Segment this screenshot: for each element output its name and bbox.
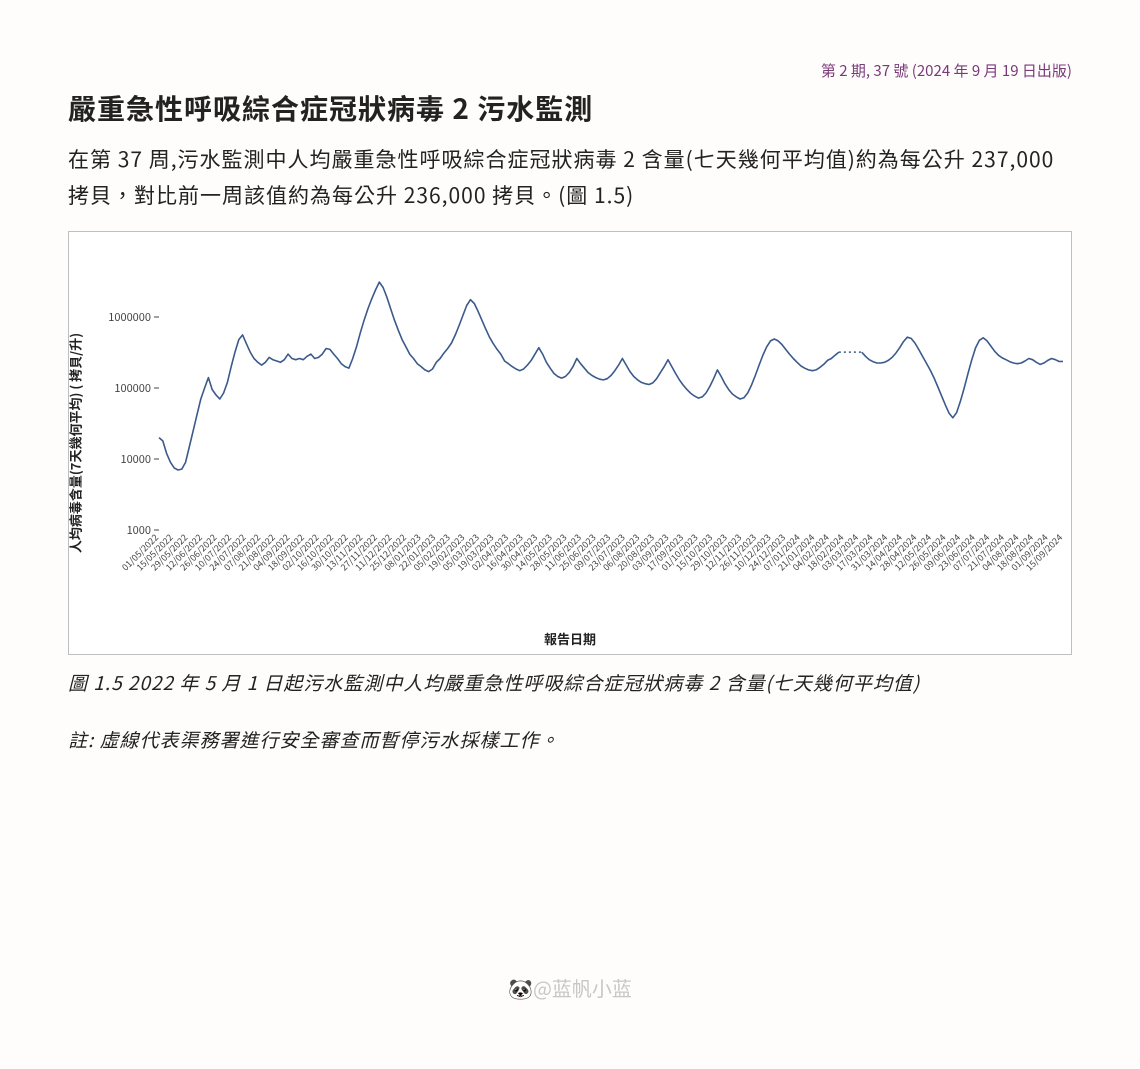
weibo-icon: 🐼	[508, 973, 533, 1002]
chart-y-axis-label: 人均病毒含量(7天幾何平均) ( 拷貝/升)	[66, 333, 85, 553]
chart-x-axis-label: 報告日期	[69, 627, 1071, 654]
chart-svg: 100010000100000100000001/05/202215/05/20…	[69, 232, 1073, 622]
page-title: 嚴重急性呼吸綜合症冠狀病毒 2 污水監測	[68, 88, 1072, 128]
watermark: 🐼@蓝帆小蓝	[68, 973, 1072, 1002]
svg-text:10000: 10000	[120, 451, 151, 467]
svg-text:1000000: 1000000	[108, 309, 151, 325]
sewage-chart: 人均病毒含量(7天幾何平均) ( 拷貝/升) 10001000010000010…	[68, 231, 1072, 655]
issue-line: 第 2 期, 37 號 (2024 年 9 月 19 日出版)	[821, 60, 1072, 81]
svg-text:100000: 100000	[114, 380, 151, 396]
summary-paragraph: 在第 37 周,污水監測中人均嚴重急性呼吸綜合症冠狀病毒 2 含量(七天幾何平均…	[68, 142, 1072, 213]
chart-note: 註: 虛線代表渠務署進行安全審查而暫停污水採樣工作。	[68, 726, 1072, 753]
chart-caption: 圖 1.5 2022 年 5 月 1 日起污水監測中人均嚴重急性呼吸綜合症冠狀病…	[68, 669, 1072, 696]
